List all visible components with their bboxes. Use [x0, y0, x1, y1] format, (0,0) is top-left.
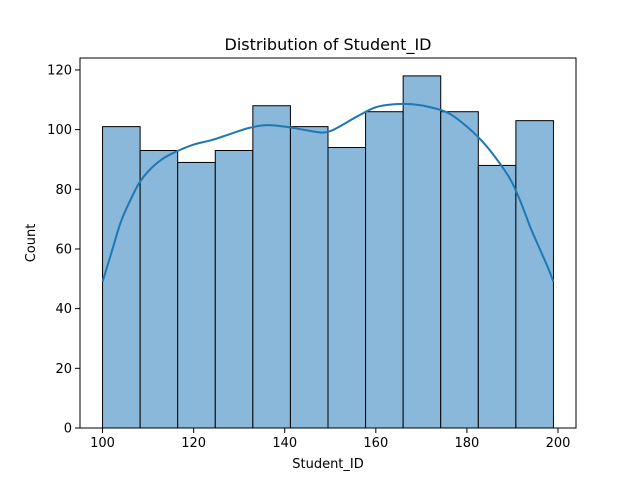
y-axis-label: Count: [24, 224, 39, 263]
histogram-bar-1: [139, 150, 179, 429]
y-tick-label: 80: [55, 183, 72, 198]
y-tick-label: 60: [55, 242, 72, 257]
histogram-bar-11: [515, 120, 554, 429]
histogram-bar-7: [365, 111, 404, 429]
histogram-bar-3: [214, 150, 254, 429]
histogram-bar-9: [440, 111, 479, 429]
x-tick-label: 140: [272, 436, 297, 451]
y-tick-label: 40: [55, 302, 72, 317]
y-tick-label: 100: [47, 123, 72, 138]
y-axis-ticks: 0 20 40 60 80 100 120: [47, 63, 80, 437]
histogram-bar-0: [102, 126, 141, 429]
y-tick-label: 0: [64, 422, 72, 437]
plot-frame: [79, 57, 577, 429]
bars-layer: [102, 75, 554, 429]
histogram-bar-6: [327, 147, 367, 429]
histogram-bar-2: [177, 161, 216, 429]
kde-curve-line: [101, 102, 555, 283]
chart-title: Distribution of Student_ID: [225, 35, 432, 55]
histogram-bar-10: [477, 164, 517, 429]
histogram-bar-4: [252, 105, 291, 429]
x-tick-label: 160: [363, 436, 388, 451]
histogram-bar-8: [402, 75, 442, 429]
histogram-bar-5: [289, 126, 329, 429]
x-tick-label: 100: [90, 436, 115, 451]
x-axis-ticks: 100 120 140 160 180 200: [90, 428, 570, 451]
x-tick-label: 120: [181, 436, 206, 451]
x-tick-label: 180: [455, 436, 480, 451]
x-tick-label: 200: [546, 436, 571, 451]
y-tick-label: 120: [47, 63, 72, 78]
y-tick-label: 20: [55, 362, 72, 377]
x-axis-label: Student_ID: [292, 457, 364, 472]
